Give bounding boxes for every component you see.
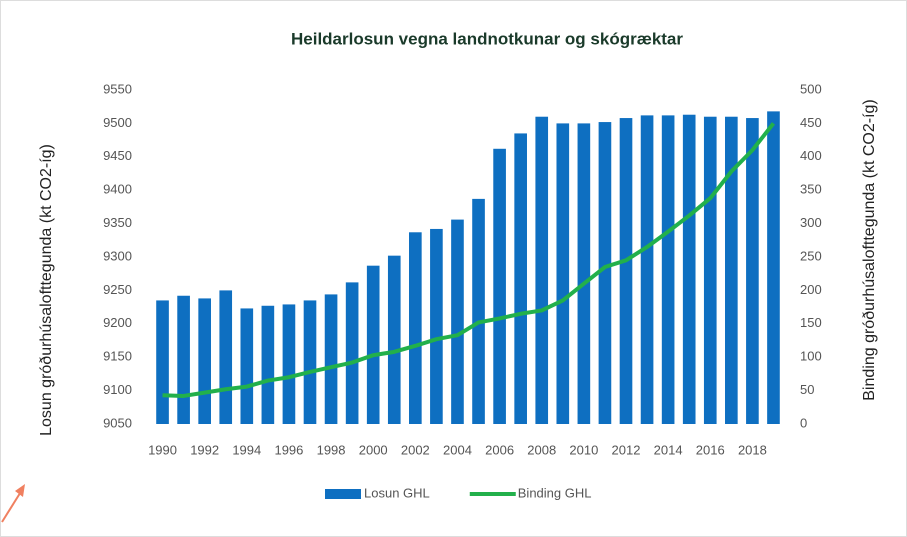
y-tick-label: 9250 bbox=[103, 282, 132, 297]
y2-tick-label: 200 bbox=[800, 282, 822, 297]
x-tick-label: 2018 bbox=[738, 442, 767, 457]
bar bbox=[661, 115, 675, 424]
y2-tick-label: 150 bbox=[800, 315, 822, 330]
y2-tick-label: 100 bbox=[800, 349, 822, 364]
bar bbox=[345, 282, 359, 424]
bar bbox=[577, 123, 591, 425]
y2-tick-label: 250 bbox=[800, 248, 822, 263]
bar bbox=[198, 298, 211, 424]
y2-tick-label: 0 bbox=[800, 415, 807, 430]
y-tick-label: 9450 bbox=[103, 148, 132, 163]
bar bbox=[261, 305, 275, 424]
y2-tick-label: 400 bbox=[800, 148, 822, 163]
bar bbox=[514, 133, 527, 425]
x-tick-label: 2016 bbox=[696, 442, 725, 457]
bar bbox=[324, 294, 338, 424]
y-tick-label: 9350 bbox=[103, 215, 132, 230]
bar bbox=[430, 228, 443, 424]
x-tick-label: 2002 bbox=[401, 442, 430, 457]
y2-tick-label: 500 bbox=[800, 81, 822, 96]
bar bbox=[409, 232, 422, 424]
x-tick-label: 2008 bbox=[527, 442, 556, 457]
bar bbox=[619, 118, 633, 424]
bar bbox=[640, 115, 654, 424]
bar bbox=[451, 219, 464, 424]
bar bbox=[177, 295, 190, 424]
x-tick-label: 2006 bbox=[485, 442, 514, 457]
bar bbox=[682, 114, 696, 424]
y2-tick-label: 300 bbox=[800, 215, 822, 230]
y-tick-label: 9100 bbox=[103, 382, 132, 397]
legend-swatch bbox=[325, 489, 361, 499]
bar bbox=[472, 198, 485, 424]
x-tick-label: 2010 bbox=[569, 442, 598, 457]
bar bbox=[746, 118, 759, 424]
bar bbox=[366, 265, 380, 424]
x-tick-label: 2004 bbox=[443, 442, 472, 457]
legend-label: Losun GHL bbox=[364, 485, 430, 500]
bar bbox=[725, 116, 738, 424]
x-tick-label: 1998 bbox=[317, 442, 346, 457]
legend-label: Binding GHL bbox=[518, 485, 592, 500]
bar bbox=[387, 255, 401, 424]
y-tick-label: 9300 bbox=[103, 248, 132, 263]
x-tick-label: 1992 bbox=[190, 442, 219, 457]
bar bbox=[556, 123, 570, 425]
bar bbox=[303, 300, 317, 424]
x-tick-label: 2012 bbox=[612, 442, 641, 457]
bar bbox=[703, 116, 717, 424]
y-tick-label: 9050 bbox=[103, 415, 132, 430]
y2-tick-label: 350 bbox=[800, 182, 822, 197]
y-tick-label: 9400 bbox=[103, 182, 132, 197]
x-tick-label: 1996 bbox=[274, 442, 303, 457]
x-tick-label: 1994 bbox=[232, 442, 261, 457]
bar bbox=[282, 304, 296, 424]
arrow-annotation bbox=[1, 484, 25, 523]
y-tick-label: 9500 bbox=[103, 115, 132, 130]
bar bbox=[493, 148, 506, 424]
bar bbox=[240, 308, 254, 424]
y2-tick-label: 450 bbox=[800, 115, 822, 130]
bar bbox=[219, 290, 233, 424]
y2-axis-label: Binding gróðurhúsalofttegunda (kt CO2-íg… bbox=[861, 99, 878, 401]
bar bbox=[535, 116, 549, 424]
x-tick-label: 1990 bbox=[148, 442, 177, 457]
y-axis-label: Losun gróðurhúsalofttegunda (kt CO2-íg) bbox=[38, 144, 55, 436]
y-tick-label: 9150 bbox=[103, 349, 132, 364]
bar bbox=[598, 122, 612, 425]
line bbox=[162, 122, 776, 398]
y-tick-label: 9200 bbox=[103, 315, 132, 330]
bar bbox=[156, 300, 169, 424]
x-tick-label: 2000 bbox=[359, 442, 388, 457]
x-tick-label: 2014 bbox=[654, 442, 683, 457]
y2-tick-label: 50 bbox=[800, 382, 814, 397]
y-tick-label: 9550 bbox=[103, 81, 132, 96]
chart-title: Heildarlosun vegna landnotkunar og skógr… bbox=[291, 29, 683, 48]
bar bbox=[767, 111, 780, 424]
